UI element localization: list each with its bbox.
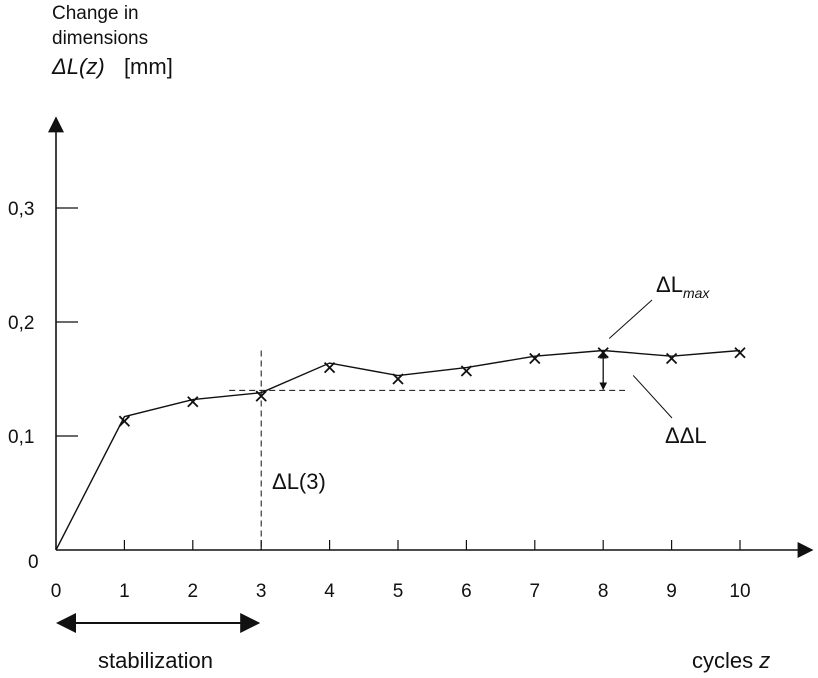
x-axis-title: cycles z [692, 648, 770, 674]
data-marker [529, 352, 541, 365]
x-tick-label: 6 [461, 581, 472, 602]
delta-l-max-label: ΔLmax [656, 272, 710, 301]
x-tick-label: 4 [324, 581, 335, 602]
y-tick-label: 0,1 [8, 427, 34, 448]
x-tick-label: 0 [51, 581, 62, 602]
series-line [55, 349, 741, 551]
delta-l3-label: ΔL(3) [272, 469, 326, 494]
data-marker [323, 361, 336, 374]
y-axis-title-line2: dimensions [52, 28, 149, 49]
y-axis-title-symbol-row: ΔL(z) [mm] [52, 55, 173, 80]
delta-delta-l-label: ΔΔL [665, 423, 707, 448]
data-marker [187, 396, 199, 408]
data-marker [392, 373, 404, 385]
delta-l-max-leader [608, 299, 653, 339]
data-marker [255, 390, 267, 402]
x-tick-label: 3 [256, 581, 267, 602]
delta-delta-l-leader [632, 375, 673, 419]
data-markers [118, 347, 746, 427]
x-tick-label: 5 [393, 581, 404, 602]
axes [48, 116, 814, 558]
x-tick-label: 7 [530, 581, 541, 602]
x-axis-title-text: cycles [692, 648, 754, 673]
y-tick-label-zero: 0 [28, 552, 39, 573]
y-ticks: 0,1 0,2 0,3 0 [8, 199, 78, 573]
stabilization-label: stabilization [98, 648, 213, 673]
y-tick-label: 0,2 [8, 313, 34, 334]
data-marker [665, 352, 678, 365]
x-tick-label: 9 [666, 581, 677, 602]
x-axis-title-var: z [759, 648, 771, 673]
x-tick-label: 2 [188, 581, 199, 602]
data-marker [118, 415, 131, 427]
x-ticks: 0 1 2 3 4 5 6 7 8 9 10 [51, 540, 751, 602]
x-tick-label: 1 [119, 581, 130, 602]
data-marker [734, 347, 746, 359]
x-tick-label: 8 [598, 581, 609, 602]
y-axis-symbol: ΔL(z) [52, 54, 105, 79]
x-tick-label: 10 [729, 581, 750, 602]
y-tick-label: 0,3 [8, 199, 34, 220]
y-axis-unit: [mm] [123, 54, 173, 79]
y-axis-title-line1: Change in [52, 3, 139, 24]
data-marker [460, 365, 473, 377]
